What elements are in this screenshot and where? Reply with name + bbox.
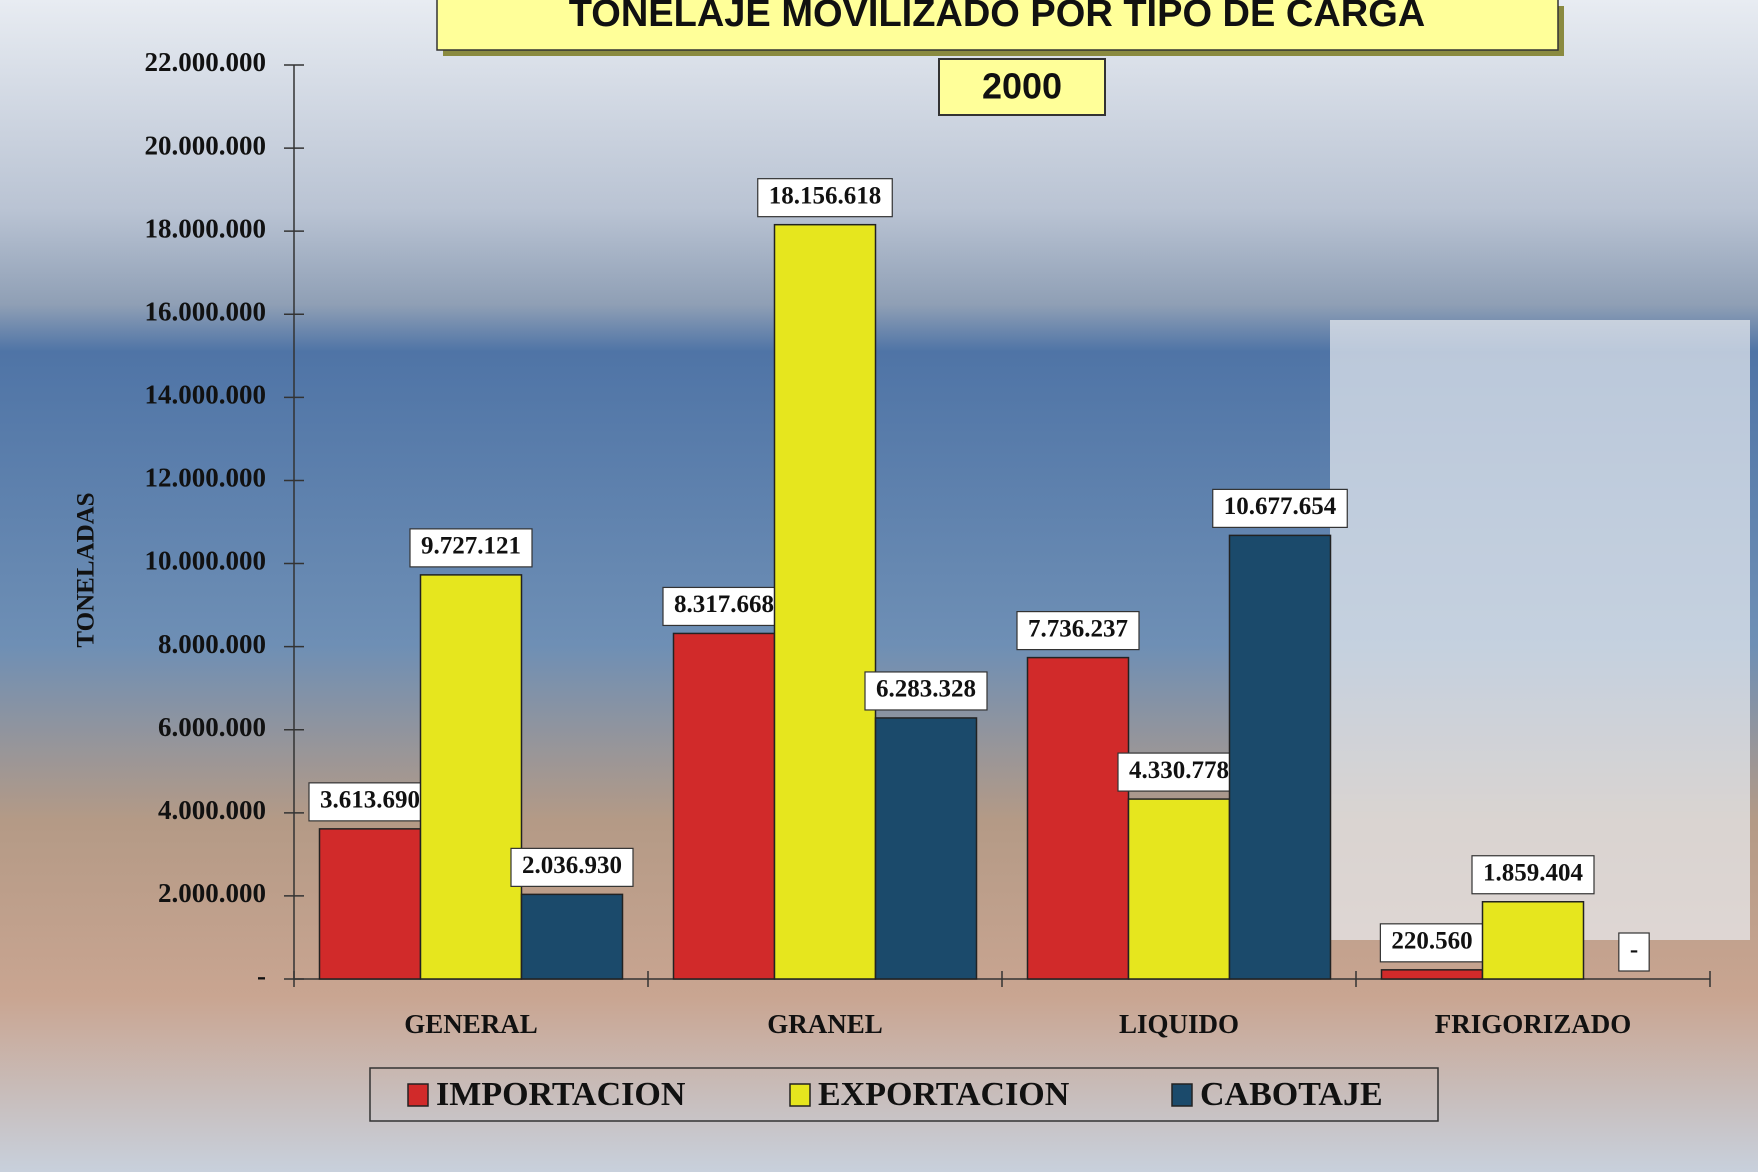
value-label: 7.736.237 bbox=[1028, 615, 1128, 642]
value-label-box bbox=[308, 782, 432, 822]
background-ship bbox=[1330, 320, 1750, 940]
y-tick-label: 12.000.000 bbox=[145, 463, 267, 493]
value-label: 9.727.121 bbox=[421, 533, 521, 560]
y-tick-label: 22.000.000 bbox=[145, 47, 267, 77]
bar bbox=[773, 223, 877, 980]
title-box bbox=[436, 0, 1559, 51]
y-tick-label: 8.000.000 bbox=[158, 629, 266, 659]
legend-label: EXPORTACION bbox=[818, 1076, 1070, 1113]
y-tick-label: - bbox=[257, 961, 266, 991]
y-tick-label: 2.000.000 bbox=[158, 878, 266, 908]
bar bbox=[1228, 534, 1332, 980]
legend-label: IMPORTACION bbox=[436, 1076, 686, 1113]
bar bbox=[1026, 656, 1130, 980]
bar bbox=[419, 574, 523, 980]
bar bbox=[520, 893, 624, 980]
value-label-box bbox=[1379, 923, 1485, 963]
value-label: 1.859.404 bbox=[1483, 859, 1584, 886]
chart-subtitle: 2000 bbox=[982, 66, 1062, 107]
y-tick-label: 16.000.000 bbox=[145, 296, 267, 326]
value-label: 8.317.668 bbox=[674, 591, 774, 618]
bar bbox=[318, 828, 422, 980]
value-label: 6.283.328 bbox=[876, 676, 976, 703]
value-label-box bbox=[409, 528, 533, 568]
y-tick-label: 4.000.000 bbox=[158, 795, 266, 825]
value-label-box bbox=[757, 178, 893, 218]
y-tick-label: 20.000.000 bbox=[145, 130, 267, 160]
value-label: 2.036.930 bbox=[522, 852, 622, 879]
value-label-box bbox=[1212, 488, 1348, 528]
value-label: - bbox=[1630, 937, 1638, 964]
value-label: 3.613.690 bbox=[320, 787, 420, 814]
value-label-box bbox=[1016, 610, 1140, 651]
value-label-box bbox=[864, 671, 988, 711]
legend-swatch bbox=[789, 1083, 811, 1107]
subtitle-box bbox=[938, 58, 1106, 116]
bar bbox=[1481, 901, 1585, 980]
x-tick-label: GENERAL bbox=[404, 1009, 538, 1039]
value-label: 220.560 bbox=[1391, 928, 1472, 955]
x-tick-label: GRANEL bbox=[767, 1009, 883, 1039]
bar bbox=[1127, 798, 1231, 980]
bar bbox=[1380, 969, 1484, 980]
value-label-box bbox=[662, 586, 786, 627]
x-tick-label: LIQUIDO bbox=[1119, 1009, 1239, 1039]
legend-swatch bbox=[407, 1083, 429, 1107]
legend-box bbox=[369, 1067, 1439, 1122]
value-label-box bbox=[1471, 855, 1595, 895]
y-axis-title: TONELADAS bbox=[73, 492, 100, 647]
value-label: 4.330.778 bbox=[1129, 757, 1229, 784]
y-tick-label: 6.000.000 bbox=[158, 712, 266, 742]
value-label: 10.677.654 bbox=[1224, 493, 1337, 520]
x-tick-label: FRIGORIZADO bbox=[1435, 1009, 1632, 1039]
y-tick-label: 14.000.000 bbox=[145, 380, 267, 410]
value-label-box bbox=[510, 847, 634, 887]
legend-label: CABOTAJE bbox=[1200, 1076, 1383, 1113]
value-label-box bbox=[1117, 752, 1241, 792]
value-label: 18.156.618 bbox=[769, 182, 882, 209]
value-label-box bbox=[1618, 932, 1650, 972]
bar bbox=[874, 717, 978, 980]
y-tick-label: 18.000.000 bbox=[145, 213, 267, 243]
y-tick-label: 10.000.000 bbox=[145, 546, 267, 576]
bar bbox=[672, 632, 776, 980]
chart-title: TONELAJE MOVILIZADO POR TIPO DE CARGA bbox=[569, 0, 1425, 35]
legend-swatch bbox=[1171, 1083, 1193, 1107]
